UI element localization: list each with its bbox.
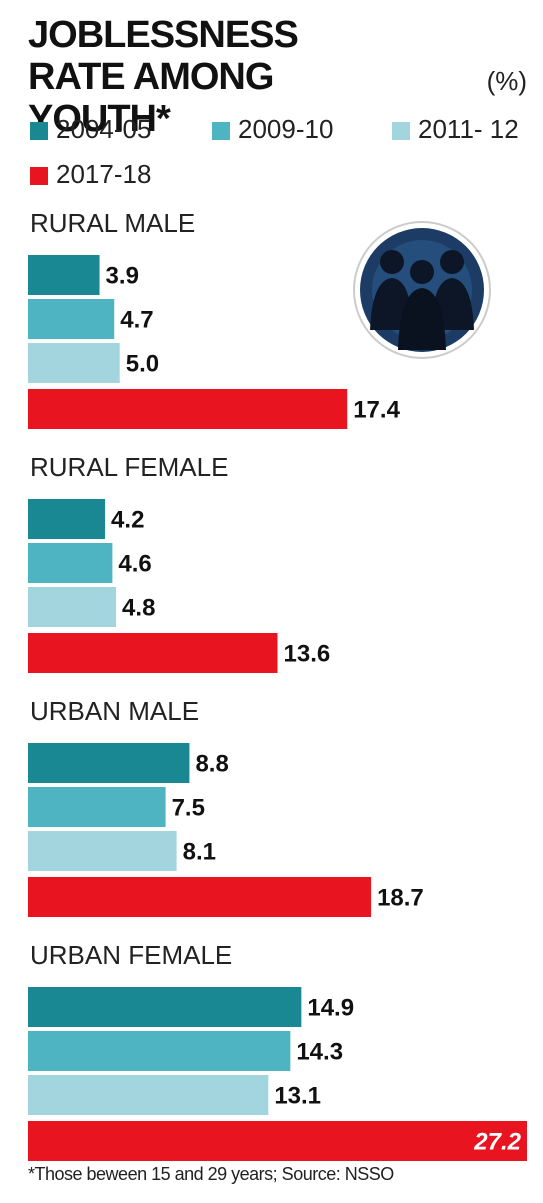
bar	[28, 877, 371, 917]
category-label: RURAL MALE	[30, 208, 195, 238]
value-label: 14.3	[296, 1038, 343, 1065]
value-label: 8.1	[183, 838, 216, 865]
bar	[28, 499, 105, 539]
bar	[28, 543, 112, 583]
value-label: 17.4	[353, 396, 400, 423]
value-label: 27.2	[473, 1128, 521, 1155]
bar	[28, 831, 177, 871]
bar	[28, 987, 301, 1027]
category-label: URBAN MALE	[30, 696, 199, 726]
bar	[28, 633, 278, 673]
value-label: 4.8	[122, 594, 155, 621]
category-label: RURAL FEMALE	[30, 452, 228, 482]
value-label: 18.7	[377, 884, 424, 911]
illustration	[354, 222, 490, 358]
bar	[28, 743, 189, 783]
bar	[28, 389, 347, 429]
value-label: 4.2	[111, 506, 144, 533]
category-label: URBAN FEMALE	[30, 940, 232, 970]
bar	[28, 255, 100, 295]
legend-swatch	[30, 167, 48, 185]
value-label: 13.6	[284, 640, 331, 667]
value-label: 4.7	[120, 306, 153, 333]
value-label: 8.8	[195, 750, 228, 777]
bar	[28, 787, 166, 827]
legend-swatch	[392, 122, 410, 140]
bar	[28, 587, 116, 627]
legend-label: 2017-18	[56, 159, 151, 189]
value-label: 7.5	[172, 794, 205, 821]
value-label: 14.9	[307, 994, 354, 1021]
bar	[28, 1075, 268, 1115]
legend-label: 2009-10	[238, 114, 333, 144]
value-label: 5.0	[126, 350, 159, 377]
plot: 2004-05 2009-10 2011- 12 2017-18 RURAL MALE 3…	[0, 0, 543, 1203]
bar	[28, 1031, 290, 1071]
value-label: 4.6	[118, 550, 151, 577]
chart: JOBLESSNESS RATE AMONG YOUTH* (%) *Those…	[0, 0, 543, 1203]
bar	[28, 1121, 527, 1161]
value-label: 13.1	[274, 1082, 321, 1109]
value-label: 3.9	[106, 262, 139, 289]
legend-swatch	[212, 122, 230, 140]
legend-swatch	[30, 122, 48, 140]
bar	[28, 299, 114, 339]
legend-label: 2004-05	[56, 114, 151, 144]
legend-label: 2011- 12	[418, 114, 519, 144]
bar	[28, 343, 120, 383]
